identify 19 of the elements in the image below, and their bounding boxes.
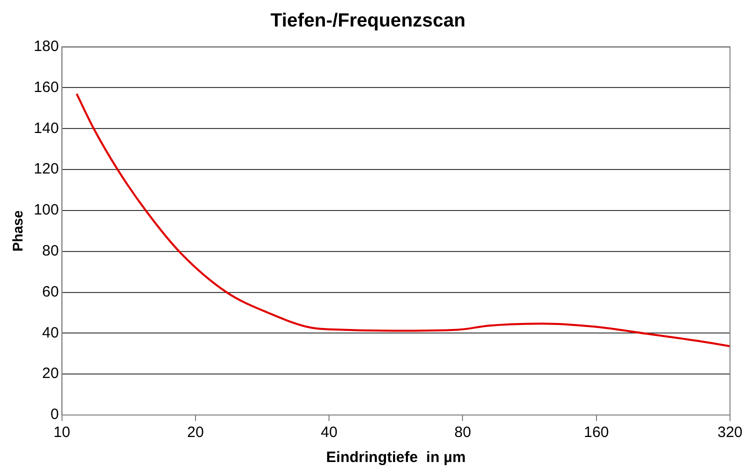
- y-tick-label: 20: [42, 365, 59, 382]
- y-tick-label: 60: [42, 283, 59, 300]
- chart-title: Tiefen-/Frequenzscan: [270, 10, 466, 32]
- x-tick-label: 10: [53, 424, 70, 442]
- x-tick-label: 20: [187, 424, 204, 442]
- x-tick-label: 320: [717, 424, 743, 442]
- x-tick-label: 80: [454, 424, 472, 442]
- x-axis-title: Eindringtiefe in µm: [326, 449, 466, 466]
- y-tick-label: 80: [42, 242, 59, 260]
- y-tick-label: 40: [42, 324, 59, 342]
- y-tick-label: 160: [34, 78, 59, 96]
- x-tick-label: 160: [584, 424, 609, 442]
- x-tick-label: 40: [320, 424, 338, 442]
- y-tick-label: 0: [50, 406, 59, 424]
- y-tick-label: 100: [34, 202, 59, 219]
- y-tick-label: 180: [34, 38, 59, 55]
- y-axis-title: Phase: [9, 210, 26, 252]
- y-tick-label: 140: [34, 120, 59, 137]
- y-tick-label: 120: [34, 160, 59, 178]
